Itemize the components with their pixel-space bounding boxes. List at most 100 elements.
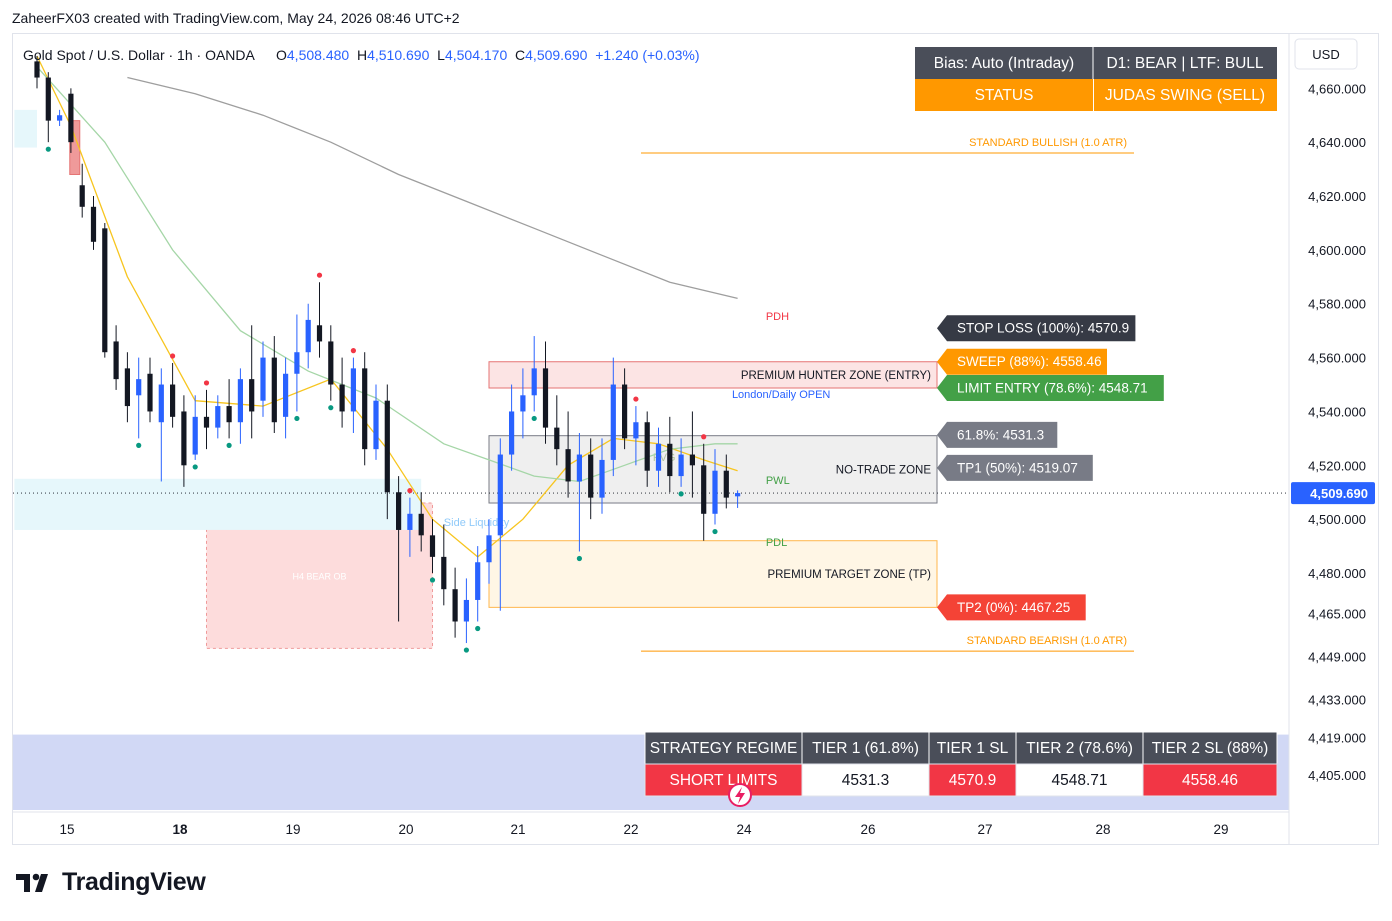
candle — [249, 325, 255, 439]
candle-body — [735, 493, 741, 497]
price-tick-label: 4,449.000 — [1308, 650, 1366, 665]
time-axis: 15 18 19 20 21 22 24 26 27 28 29 — [13, 811, 1289, 837]
sell-signal-dot — [701, 434, 707, 440]
strategy-value-cell — [644, 763, 803, 797]
candle-body — [689, 454, 695, 466]
buy-signal-dot — [576, 555, 583, 562]
candle — [678, 438, 684, 487]
candle-body — [542, 368, 549, 428]
sell-signal-dot — [407, 488, 413, 494]
strategy-value-cell — [1015, 763, 1144, 797]
candle — [542, 341, 549, 444]
strategy-value-cell — [928, 763, 1017, 797]
judas-swing-text: JUDAS SWING (SELL) — [1105, 87, 1265, 104]
time-tick-label: 18 — [172, 822, 188, 837]
candle-body — [350, 368, 356, 412]
symbol-label[interactable]: Gold Spot / U.S. Dollar · 1h · OANDA — [23, 47, 256, 63]
time-tick-label: 20 — [398, 822, 413, 837]
price-tick-label: 4,500.000 — [1308, 512, 1366, 527]
candle — [237, 368, 243, 444]
time-tick-label: 24 — [736, 822, 752, 837]
candle — [57, 109, 63, 127]
zone-note: Side Liquidity — [444, 517, 510, 529]
candle-body — [34, 61, 40, 78]
candle-body — [147, 373, 153, 412]
time-tick-label: 29 — [1213, 822, 1228, 837]
buy-signal-dot — [294, 415, 300, 422]
strategy-value-text: SHORT LIMITS — [670, 772, 778, 789]
candle — [452, 567, 458, 638]
candle-body — [170, 384, 176, 417]
candle — [203, 389, 210, 450]
sweep-tag-bg — [937, 348, 1107, 375]
tp2-tag-bg — [937, 594, 1086, 621]
price-axis: USD 4,660.000 4,640.000 4,620.000 4,600.000 4… — [1288, 34, 1378, 844]
strategy-header-cell — [644, 731, 803, 765]
buy-signal-dot — [226, 442, 232, 448]
candle — [531, 336, 537, 412]
sell-signal-dot — [170, 353, 176, 359]
candle — [723, 454, 729, 509]
candle — [294, 314, 300, 412]
upper-cyan-band — [14, 109, 37, 148]
tables-layer: Bias: Auto (Intraday) D1: BEAR | LTF: BUL… — [644, 47, 1278, 807]
marker-pdh: PDH — [766, 311, 789, 323]
candle-body — [316, 325, 323, 342]
stop-loss-tag: STOP LOSS (100%): 4570.9 — [937, 315, 1136, 342]
candle — [735, 490, 741, 508]
marker-pwl: PWL — [766, 475, 790, 487]
strategy-value-text: 4570.9 — [949, 772, 996, 789]
markers-layer: PDH London/Daily OPEN PWL PDL — [732, 311, 830, 549]
candle — [316, 282, 323, 358]
price-chart[interactable]: NO-TRADE ZONE PREMIUM HUNTER ZONE (ENTRY)… — [13, 34, 1378, 844]
candle-body — [237, 379, 243, 423]
candle — [45, 72, 51, 143]
candle-body — [610, 384, 616, 460]
candle — [350, 357, 356, 433]
h4-bear-ob-label: H4 BEAR OB — [292, 572, 346, 582]
price-tick-label: 4,465.000 — [1308, 606, 1366, 621]
candle-body — [531, 368, 537, 396]
tp2-tag: TP2 (0%): 4467.25 — [937, 594, 1086, 621]
candle — [226, 379, 232, 439]
candle — [475, 546, 481, 622]
price-tick-label: 4,660.000 — [1308, 81, 1366, 96]
candle — [192, 395, 198, 460]
candle — [305, 303, 311, 369]
timeframe-header-text: D1: BEAR | LTF: BULL — [1106, 55, 1263, 72]
price-tick-label: 4,620.000 — [1308, 189, 1366, 204]
candle-body — [407, 513, 413, 530]
candle — [271, 336, 277, 433]
candle-body — [124, 368, 130, 407]
candle — [90, 196, 97, 250]
tp1-tag-bg — [937, 454, 1093, 481]
strategy-table: STRATEGY REGIME SHORT LIMITS TIER 1 (61.8%… — [644, 731, 1278, 797]
strategy-value-cell — [1142, 763, 1278, 797]
marker-london-daily-open: London/Daily OPEN — [732, 389, 830, 401]
candle — [396, 476, 402, 622]
buy-signal-dot — [136, 442, 142, 448]
candle-body — [667, 443, 673, 477]
candle — [339, 357, 345, 428]
candle-body — [90, 206, 97, 242]
candle-body — [396, 492, 402, 530]
candle — [215, 395, 221, 439]
tradingview-footer[interactable]: TradingView — [16, 868, 206, 897]
price-tick-label: 4,640.000 — [1308, 135, 1366, 150]
judas-swing-cell — [1094, 79, 1277, 111]
fib-618-tag-text: 61.8%: 4531.3 — [957, 427, 1044, 442]
candle-body — [260, 357, 266, 401]
candle-body — [520, 395, 526, 412]
candle — [441, 524, 447, 606]
candle — [124, 352, 130, 423]
strategy-header-text: STRATEGY REGIME — [650, 740, 798, 757]
ema_mid-line — [36, 66, 738, 483]
buy-signal-dot — [531, 415, 537, 422]
bias-header-cell — [915, 47, 1093, 79]
stop-loss-tag-bg — [937, 315, 1136, 342]
liquidity-band — [14, 478, 422, 530]
marker-pdl: PDL — [766, 537, 787, 549]
candle — [509, 384, 515, 471]
time-tick-label: 21 — [510, 822, 525, 837]
candle-body — [45, 77, 51, 121]
